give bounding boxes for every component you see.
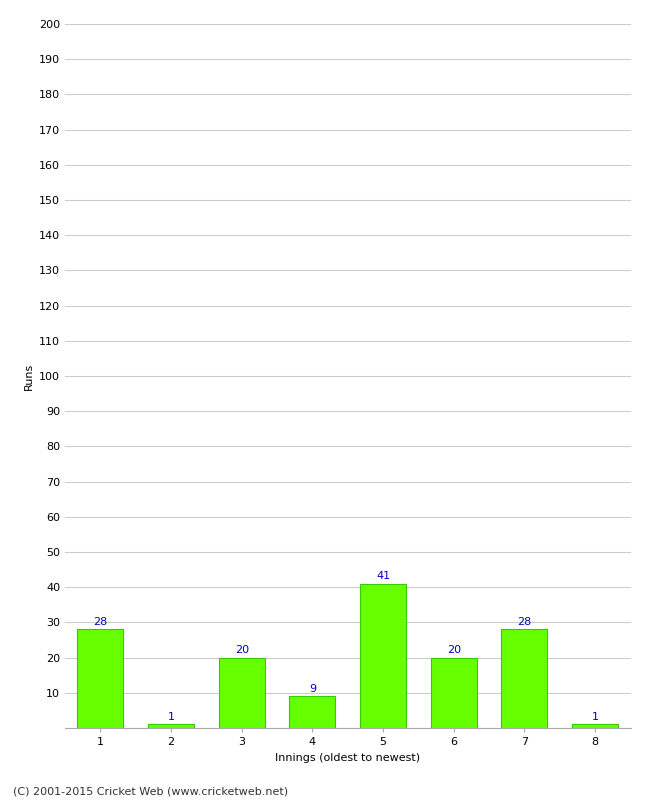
- Bar: [360, 584, 406, 728]
- Text: 20: 20: [235, 645, 249, 654]
- Text: 20: 20: [447, 645, 461, 654]
- Text: (C) 2001-2015 Cricket Web (www.cricketweb.net): (C) 2001-2015 Cricket Web (www.cricketwe…: [13, 786, 288, 796]
- X-axis label: Innings (oldest to newest): Innings (oldest to newest): [275, 753, 421, 762]
- Bar: [431, 658, 476, 728]
- Y-axis label: Runs: Runs: [23, 362, 33, 390]
- Bar: [219, 658, 265, 728]
- Text: 28: 28: [517, 617, 532, 626]
- Text: 1: 1: [592, 712, 599, 722]
- Text: 28: 28: [93, 617, 107, 626]
- Text: 41: 41: [376, 571, 390, 581]
- Bar: [77, 630, 124, 728]
- Bar: [502, 630, 547, 728]
- Bar: [572, 725, 618, 728]
- Text: 1: 1: [168, 712, 175, 722]
- Text: 9: 9: [309, 683, 316, 694]
- Bar: [289, 696, 335, 728]
- Bar: [148, 725, 194, 728]
